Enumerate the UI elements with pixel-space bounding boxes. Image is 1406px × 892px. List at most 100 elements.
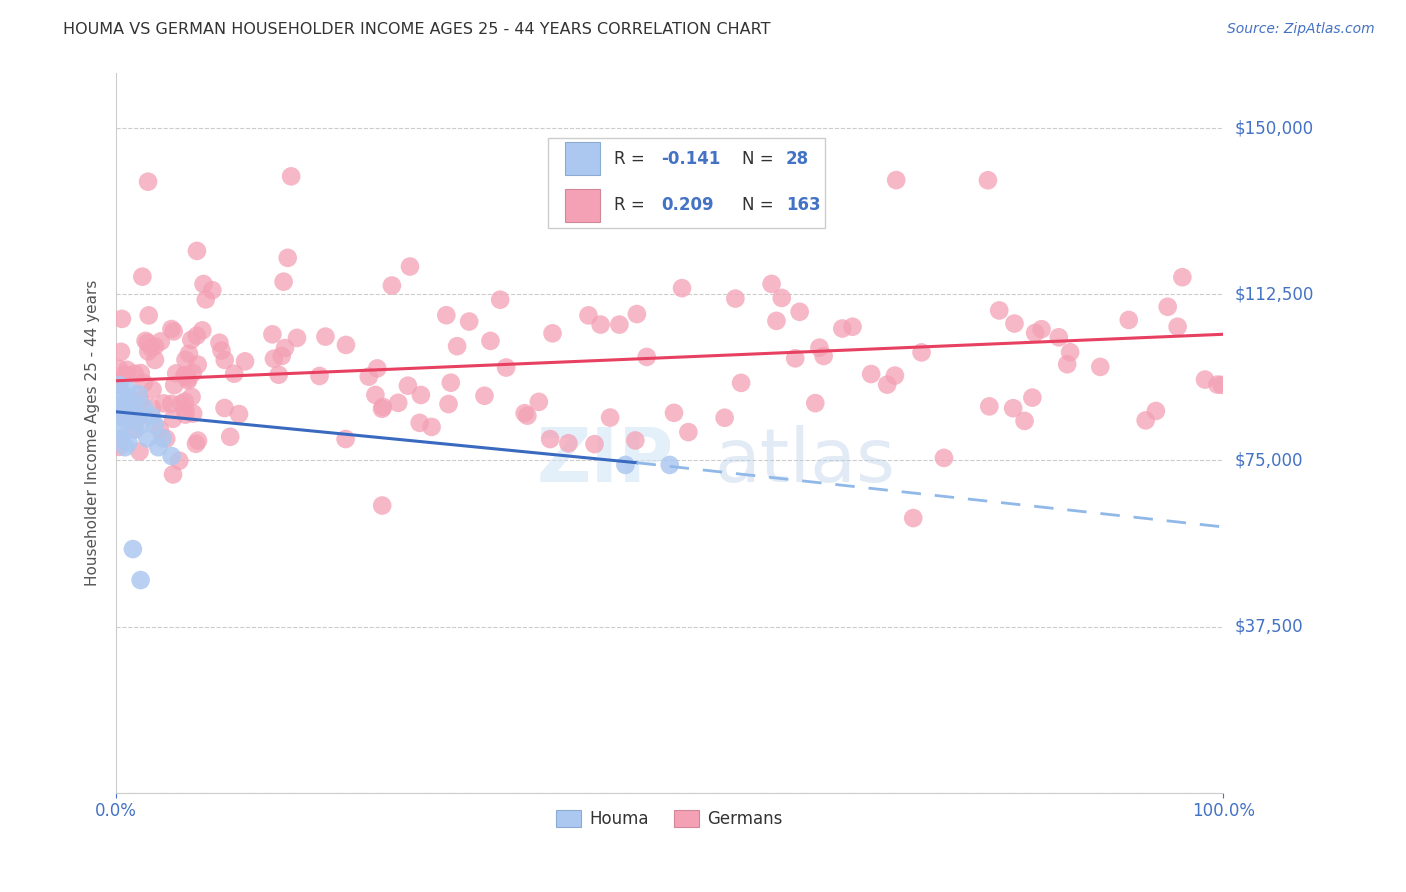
Point <box>399 260 422 274</box>
Point <box>136 344 159 359</box>
Point <box>624 434 647 448</box>
Point <box>813 349 835 363</box>
Text: N =: N = <box>742 150 779 168</box>
Point <box>599 410 621 425</box>
Text: atlas: atlas <box>714 425 896 498</box>
Legend: Houma, Germans: Houma, Germans <box>550 803 790 835</box>
Text: $75,000: $75,000 <box>1234 451 1303 469</box>
Point <box>136 431 159 445</box>
Point <box>513 406 536 420</box>
Point <box>128 444 150 458</box>
Point <box>396 378 419 392</box>
Point <box>730 376 752 390</box>
Point <box>186 244 208 258</box>
Point <box>111 387 134 401</box>
Point <box>108 422 131 436</box>
Point <box>578 309 600 323</box>
Point <box>128 394 150 409</box>
Point <box>122 396 145 410</box>
Text: $37,500: $37,500 <box>1234 617 1303 636</box>
Point <box>1144 404 1167 418</box>
Point <box>420 420 443 434</box>
Point <box>440 376 463 390</box>
Point <box>111 409 134 424</box>
Point <box>273 275 295 289</box>
Point <box>143 339 166 353</box>
Point <box>589 318 612 332</box>
Point <box>357 369 380 384</box>
Point <box>152 431 174 445</box>
Text: $150,000: $150,000 <box>1234 120 1313 137</box>
Point <box>1211 377 1233 392</box>
Point <box>267 368 290 382</box>
Point <box>174 402 197 417</box>
Point <box>107 401 129 415</box>
Point <box>127 410 149 425</box>
Text: -0.141: -0.141 <box>661 150 720 168</box>
Point <box>761 277 783 291</box>
Point <box>364 388 387 402</box>
Point <box>170 397 193 411</box>
Point <box>458 314 481 328</box>
Point <box>135 334 157 348</box>
Point <box>516 409 538 423</box>
Point <box>1135 413 1157 427</box>
Point <box>1024 326 1046 340</box>
Point <box>841 319 863 334</box>
Point <box>409 416 432 430</box>
Point <box>263 351 285 366</box>
Point <box>110 344 132 359</box>
Point <box>489 293 512 307</box>
Point <box>208 335 231 350</box>
Point <box>541 326 564 341</box>
Point <box>167 454 190 468</box>
Point <box>883 368 905 383</box>
Text: ZIP: ZIP <box>537 425 673 498</box>
Point <box>187 358 209 372</box>
Point <box>127 387 149 401</box>
Point <box>770 291 793 305</box>
Point <box>527 395 550 409</box>
Point <box>831 321 853 335</box>
Point <box>160 322 183 336</box>
Point <box>724 292 747 306</box>
Point <box>1194 373 1216 387</box>
Y-axis label: Householder Income Ages 25 - 44 years: Householder Income Ages 25 - 44 years <box>86 279 100 586</box>
Point <box>285 331 308 345</box>
Point <box>110 431 132 445</box>
Point <box>1157 300 1180 314</box>
Point <box>437 397 460 411</box>
Point <box>149 422 172 436</box>
Point <box>988 303 1011 318</box>
Point <box>180 390 202 404</box>
Point <box>804 396 827 410</box>
Point <box>132 376 155 390</box>
Point <box>117 435 139 450</box>
Point <box>335 338 357 352</box>
Point <box>366 361 388 376</box>
Point <box>219 430 242 444</box>
Point <box>495 360 517 375</box>
Point <box>977 173 1000 187</box>
Point <box>1056 357 1078 371</box>
Point <box>117 383 139 397</box>
Point <box>211 343 233 358</box>
Point <box>557 436 579 450</box>
Point <box>143 418 166 433</box>
Point <box>132 401 155 415</box>
Point <box>122 422 145 436</box>
Point <box>193 277 215 291</box>
Point <box>129 573 152 587</box>
Text: $112,500: $112,500 <box>1234 285 1313 303</box>
Point <box>277 251 299 265</box>
Point <box>884 173 907 187</box>
Text: 28: 28 <box>786 150 808 168</box>
Point <box>228 407 250 421</box>
Point <box>112 407 135 421</box>
Point <box>1004 317 1026 331</box>
Point <box>224 367 246 381</box>
Point <box>371 499 394 513</box>
Point <box>138 309 160 323</box>
Point <box>124 367 146 381</box>
Point <box>131 269 153 284</box>
